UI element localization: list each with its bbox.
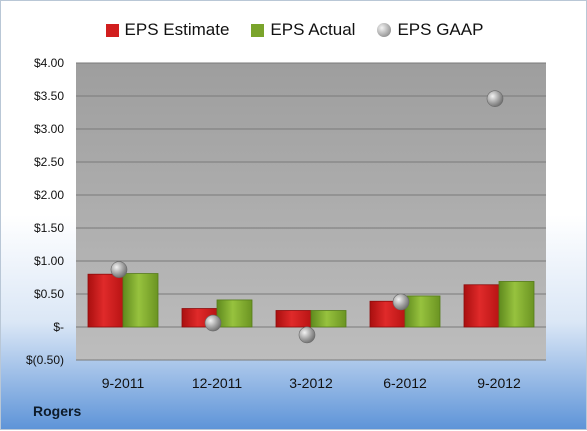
y-axis-ticks: $4.00 $3.50 $3.00 $2.50 $2.00 $1.50 $1.00 $0.50… [26,56,64,367]
estimate-bar [463,284,500,328]
actual-bar [310,310,347,328]
legend-item-estimate: EPS Estimate [105,18,230,42]
y-tick-label: $2.00 [34,188,64,202]
legend-swatch-actual [251,23,265,37]
x-axis-ticks: 9-2011 12-2011 3-2012 6-2012 9-2012 [102,375,521,391]
y-tick-label: $- [53,320,64,334]
y-tick-label: $4.00 [34,56,64,70]
legend: EPS Estimate EPS Actual EPS GAAP [1,18,587,42]
actual-bar [498,281,535,328]
legend-label-actual: EPS Actual [270,20,356,39]
gaap-points [110,90,504,344]
estimate-bar [275,310,312,328]
legend-label-gaap: EPS GAAP [397,20,484,39]
y-tick-label: $1.00 [34,254,64,268]
gaap-point [204,314,222,332]
actual-bar [122,273,159,328]
legend-item-gaap: EPS GAAP [377,18,483,42]
estimate-bar [87,273,124,328]
y-tick-label: $3.50 [34,89,64,103]
actual-bar [404,295,441,328]
gaap-point [298,326,316,344]
legend-swatch-estimate [105,23,119,37]
legend-label-estimate: EPS Estimate [124,20,230,39]
y-tick-label: $(0.50) [26,353,64,367]
gaap-point [392,293,410,311]
x-tick-label: 3-2012 [289,375,333,391]
bars [87,273,535,328]
company-name: Rogers [33,403,82,419]
legend-swatch-gaap [377,23,392,37]
y-tick-label: $0.50 [34,287,64,301]
gaap-point [486,90,504,107]
gaap-point [110,261,128,278]
y-tick-label: $2.50 [34,155,64,169]
x-tick-label: 9-2011 [102,375,145,391]
y-tick-label: $3.00 [34,122,64,136]
x-tick-label: 9-2012 [477,375,521,391]
x-tick-label: 12-2011 [192,375,243,391]
x-tick-label: 6-2012 [383,375,427,391]
legend-item-actual: EPS Actual [251,18,355,42]
y-tick-label: $1.50 [34,221,64,235]
actual-bar [216,299,253,328]
